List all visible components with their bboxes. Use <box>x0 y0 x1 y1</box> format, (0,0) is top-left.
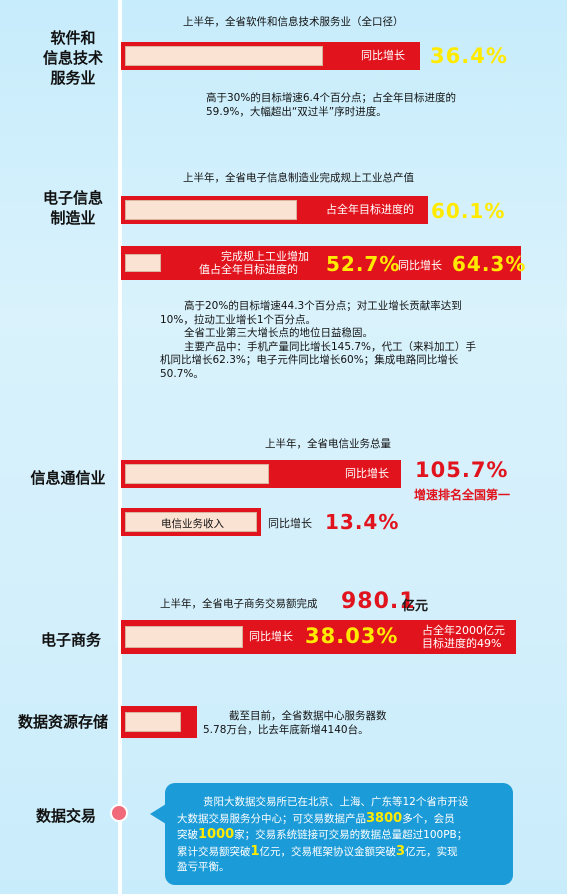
telecom-bar1-fill <box>125 464 269 484</box>
datatrade-t7: 亿元，交易框架协议金额突破 <box>259 845 397 858</box>
category-software-line2: 信息技术 <box>42 49 103 67</box>
telecom-bar1: 同比增长 <box>121 460 401 488</box>
datatrade-t2: 大数据交易服务分中心；可交易数据产品 <box>177 812 366 825</box>
telecom-bar2-label: 电信业务收入 <box>161 518 224 530</box>
electronics-bar2: 完成规上工业增加 值占全年目标进度的 <box>121 246 321 280</box>
electronics-note-line4: 主要产品中：手机产量同比增长145.7%，代工（来料加工）手 <box>184 340 477 353</box>
electronics-note-line3: 全省工业第三大增长点的地位日益稳固。 <box>184 327 373 339</box>
electronics-growth-value: 64.3% <box>452 252 527 276</box>
electronics-bar1-fill <box>125 200 297 220</box>
electronics-bar1-value: 60.1% <box>431 199 506 223</box>
datastorage-note: 截至目前，全省数据中心服务器数 5.78万台，比去年底新增4140台。 <box>203 710 387 737</box>
datatrade-bubble: 贵阳大数据交易所已在北京、上海、广东等12个省市开设 大数据交易服务分中心；可交… <box>165 783 513 885</box>
category-ecommerce: 电子商务 <box>40 631 101 649</box>
datatrade-line2: 大数据交易服务分中心；可交易数据产品3800多个，会员 <box>177 811 505 828</box>
datatrade-line1: 贵阳大数据交易所已在北京、上海、广东等12个省市开设 <box>177 795 505 811</box>
ecommerce-target-line2: 目标进度的49% <box>422 637 502 650</box>
software-note-line2: 59.9%，大幅超出“双过半”序时进度。 <box>206 105 387 118</box>
category-datastorage: 数据资源存储 <box>17 713 108 731</box>
telecom-growth-label: 同比增长 <box>268 517 312 530</box>
ecommerce-bar: 同比增长 38.03% 占全年2000亿元 目标进度的49% <box>121 620 516 654</box>
telecom-bar2-value: 13.4% <box>325 510 400 534</box>
datastorage-note-line1: 截至目前，全省数据中心服务器数 <box>229 710 387 722</box>
telecom-bar1-label: 同比增长 <box>345 467 389 480</box>
category-software-line1: 软件和 <box>50 29 96 47</box>
telecom-caption: 上半年，全省电信业务总量 <box>265 438 391 450</box>
ecommerce-bar-fill <box>125 626 243 648</box>
electronics-bar2-tail <box>321 246 521 280</box>
category-electronics: 电子信息 制造业 <box>30 188 116 228</box>
category-electronics-line2: 制造业 <box>50 209 96 227</box>
timeline-dot <box>110 804 128 822</box>
electronics-bar1-label: 占全年目标进度的 <box>326 203 414 216</box>
electronics-note-line2: 10%，拉动工业增长1个百分点。 <box>160 313 317 326</box>
category-datatrade: 数据交易 <box>35 807 96 825</box>
electronics-note-line6: 50.7%。 <box>160 367 204 380</box>
category-software: 软件和 信息技术 服务业 <box>30 28 116 88</box>
software-note-line1: 高于30%的目标增速6.4个百分点；占全年目标进度的 <box>206 92 457 104</box>
electronics-bar1: 占全年目标进度的 <box>121 196 428 224</box>
ecommerce-amount: 980.1 <box>341 589 416 614</box>
electronics-note-line5: 机同比增长62.3%；电子元件同比增长60%；集成电路同比增长 <box>160 354 459 366</box>
electronics-caption: 上半年，全省电子信息制造业完成规上工业总产值 <box>183 172 414 184</box>
datastorage-note-line2: 5.78万台，比去年底新增4140台。 <box>203 723 369 736</box>
ecommerce-target-line1: 占全年2000亿元 <box>422 624 505 637</box>
category-telecom: 信息通信业 <box>30 469 106 487</box>
datastorage-bar <box>121 706 197 738</box>
datatrade-n1: 3800 <box>366 810 403 826</box>
category-software-line3: 服务业 <box>50 69 96 87</box>
datatrade-t5: 家；交易系统链接可交易的数据总量超过100PB； <box>234 829 468 841</box>
electronics-bar2-label-line2: 值占全年目标进度的 <box>199 263 298 276</box>
software-bar-fill <box>125 46 323 66</box>
electronics-note-line1: 高于20%的目标增速44.3个百分点；对工业增长贡献率达到 <box>184 300 462 312</box>
datastorage-bar-fill <box>125 712 181 732</box>
datatrade-t1: 贵阳大数据交易所已在北京、上海、广东等12个省市开设 <box>203 796 469 808</box>
datatrade-n2: 1000 <box>198 827 235 842</box>
software-bar-label: 同比增长 <box>361 49 405 62</box>
ecommerce-growth-value: 38.03% <box>305 624 399 648</box>
electronics-bar2-value: 52.7% <box>326 252 401 276</box>
electronics-bar2-label-line1: 完成规上工业增加 <box>221 250 309 263</box>
telecom-rank: 增速排名全国第一 <box>414 488 511 502</box>
datatrade-text: 贵阳大数据交易所已在北京、上海、广东等12个省市开设 大数据交易服务分中心；可交… <box>177 795 505 876</box>
datatrade-line4: 累计交易额突破1亿元，交易框架协议金额突破3亿元，实现 <box>177 844 505 861</box>
timeline-line <box>118 0 122 894</box>
software-bar: 同比增长 <box>121 42 420 70</box>
software-caption: 上半年，全省软件和信息技术服务业（全口径） <box>183 16 404 28</box>
software-growth-value: 36.4% <box>430 44 508 68</box>
datatrade-t9: 盈亏平衡。 <box>177 861 230 873</box>
electronics-bar2-fill <box>125 254 161 272</box>
category-electronics-line1: 电子信息 <box>42 189 103 207</box>
electronics-growth-label: 同比增长 <box>398 259 442 272</box>
datatrade-n4: 3 <box>396 843 406 859</box>
ecommerce-bar-label: 同比增长 <box>249 630 293 643</box>
telecom-bar1-value: 105.7% <box>415 458 509 482</box>
ecommerce-unit: 亿元 <box>402 599 429 614</box>
electronics-note: 高于20%的目标增速44.3个百分点；对工业增长贡献率达到 10%，拉动工业增长… <box>160 300 510 381</box>
datatrade-t3: 多个，会员 <box>402 812 455 825</box>
ecommerce-caption: 上半年，全省电子商务交易额完成 <box>160 598 318 610</box>
datatrade-t4: 突破 <box>177 829 198 841</box>
bubble-arrow <box>150 804 166 824</box>
datatrade-n3: 1 <box>250 843 260 859</box>
telecom-bar2: 电信业务收入 <box>121 508 261 536</box>
telecom-bar2-fill <box>125 512 257 532</box>
datatrade-line5: 盈亏平衡。 <box>177 860 505 876</box>
software-note: 高于30%的目标增速6.4个百分点；占全年目标进度的 59.9%，大幅超出“双过… <box>206 92 456 119</box>
datatrade-t8: 亿元，实现 <box>405 845 458 858</box>
datatrade-t6: 累计交易额突破 <box>177 845 251 858</box>
datatrade-line3: 突破1000家；交易系统链接可交易的数据总量超过100PB； <box>177 827 505 844</box>
